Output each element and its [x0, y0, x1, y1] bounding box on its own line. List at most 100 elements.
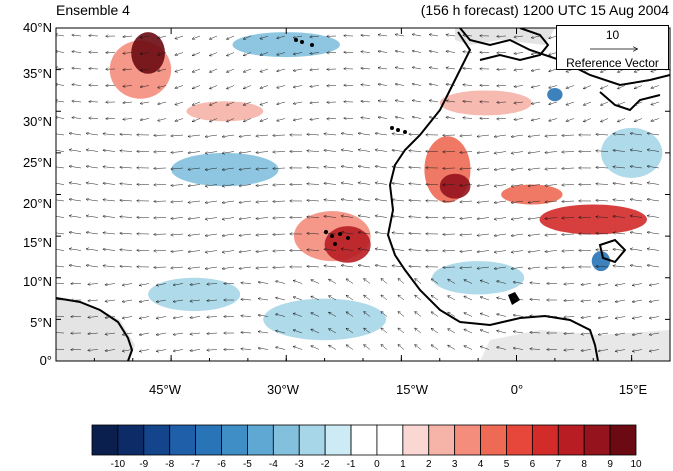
- wind-vector: [256, 267, 269, 268]
- wind-vector: [207, 333, 218, 334]
- wind-vector: [256, 185, 269, 186]
- wind-vector: [105, 300, 116, 301]
- wind-vector: [156, 299, 167, 302]
- wind-vector: [86, 133, 99, 136]
- wind-vector: [562, 234, 575, 235]
- wind-vector: [72, 68, 82, 69]
- wind-vector: [562, 267, 575, 268]
- wind-vector: [239, 218, 252, 220]
- wind-vector: [530, 283, 541, 284]
- wind-vector: [56, 133, 65, 136]
- colorbar-label: 3: [451, 459, 458, 470]
- reference-vector-label: Reference Vector: [566, 56, 659, 70]
- wind-vector: [634, 85, 643, 89]
- wind-vector: [210, 118, 218, 122]
- wind-vector: [103, 134, 116, 135]
- wind-vector: [618, 85, 626, 89]
- negative-anomaly: [263, 298, 387, 341]
- wind-vector: [341, 249, 354, 251]
- wind-vector: [72, 35, 82, 36]
- wind-vector: [494, 167, 507, 170]
- wind-vector: [596, 151, 609, 152]
- wind-vector: [341, 183, 354, 185]
- colorbar-label: 8: [581, 459, 587, 470]
- wind-vector: [448, 312, 456, 317]
- wind-vector: [241, 332, 252, 333]
- wind-vector: [158, 68, 167, 71]
- wind-vector: [190, 333, 201, 334]
- wind-vector: [358, 232, 371, 235]
- colorbar-swatch: [531, 424, 559, 456]
- wind-vector: [256, 201, 269, 202]
- wind-vector: [477, 201, 490, 202]
- wind-vector: [446, 51, 456, 52]
- wind-vector: [477, 218, 490, 219]
- wind-vector: [392, 183, 405, 184]
- wind-vector: [596, 250, 609, 251]
- wind-vector: [222, 184, 235, 187]
- wind-vector: [601, 101, 609, 105]
- wind-vector: [549, 101, 558, 104]
- wind-vector: [69, 133, 82, 136]
- wind-vector: [549, 118, 558, 121]
- wind-vector: [311, 296, 320, 301]
- wind-vector: [566, 101, 575, 105]
- wind-vector: [398, 312, 405, 317]
- wind-vector: [364, 279, 371, 284]
- wind-vector: [564, 333, 575, 334]
- wind-vector: [256, 218, 269, 219]
- x-tick-label: 30°W: [267, 382, 299, 397]
- wind-vector: [381, 279, 388, 284]
- wind-vector: [596, 167, 609, 168]
- wind-vector: [190, 300, 201, 301]
- colorbar-label: 9: [607, 459, 613, 470]
- wind-vector: [511, 184, 524, 187]
- wind-vector: [346, 329, 354, 334]
- wind-vector: [103, 249, 116, 250]
- wind-vector: [122, 349, 133, 352]
- wind-vector: [103, 266, 116, 267]
- wind-vector: [477, 152, 490, 153]
- wind-vector: [72, 101, 82, 102]
- wind-vector: [56, 101, 65, 102]
- wind-vector: [293, 102, 303, 104]
- wind-vector: [613, 200, 626, 201]
- wind-vector: [171, 185, 184, 186]
- colorbar-swatch: [583, 424, 611, 456]
- wind-vector: [311, 313, 320, 317]
- wind-vector: [277, 85, 286, 88]
- wind-vector: [69, 183, 82, 185]
- wind-vector: [596, 266, 609, 267]
- wind-vector: [324, 216, 337, 217]
- wind-vector: [395, 100, 405, 102]
- wind-vector: [205, 184, 218, 187]
- wind-vector: [630, 249, 643, 251]
- wind-vector: [378, 117, 388, 118]
- wind-vector: [273, 218, 286, 219]
- wind-vector: [375, 232, 388, 235]
- wind-vector: [341, 265, 354, 268]
- wind-vector: [207, 317, 218, 318]
- y-tick-label: 25°N: [22, 155, 52, 170]
- wind-vector: [273, 185, 286, 186]
- wind-vector: [227, 85, 235, 89]
- wind-vector: [310, 36, 320, 37]
- wind-vector: [139, 349, 150, 352]
- wind-vector: [341, 150, 354, 152]
- wind-vector: [140, 53, 150, 55]
- wind-vector: [494, 134, 507, 137]
- land-mask-africa-south: [480, 330, 670, 361]
- y-tick-label: 5°N: [30, 315, 52, 330]
- wind-vector: [276, 331, 286, 334]
- wind-vector: [311, 329, 320, 334]
- wind-vector: [480, 280, 490, 284]
- wind-vector: [188, 234, 201, 235]
- wind-vector: [324, 167, 337, 168]
- positive-anomaly: [324, 226, 371, 263]
- wind-vector: [277, 52, 286, 55]
- wind-vector: [584, 85, 592, 89]
- wind-vector: [392, 266, 405, 267]
- colorbar-label: -10: [110, 459, 126, 470]
- wind-vector: [86, 166, 99, 169]
- wind-vector: [564, 300, 575, 301]
